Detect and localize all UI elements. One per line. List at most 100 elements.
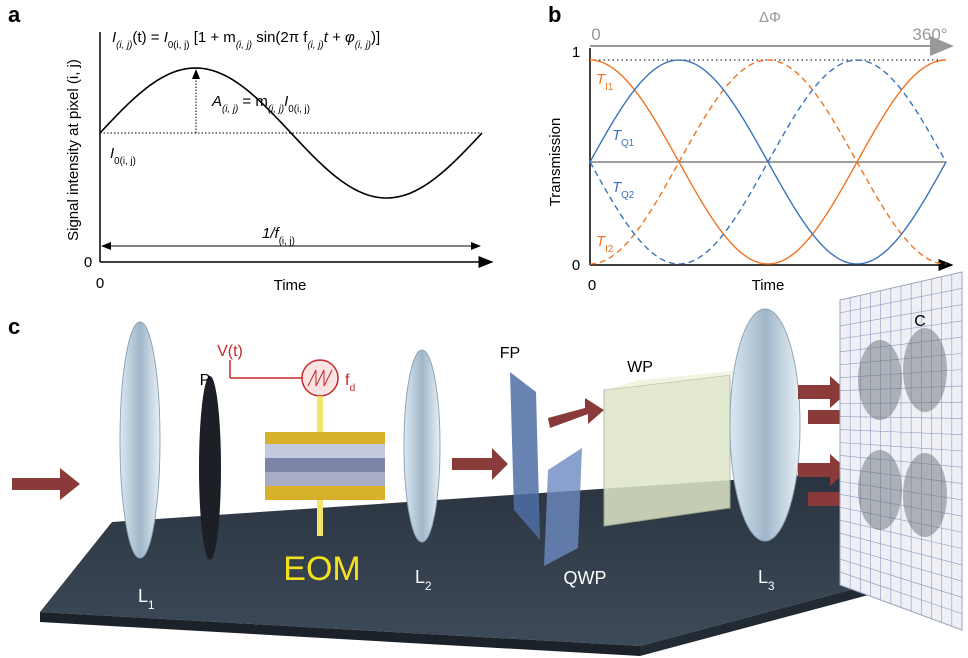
- eom-crystal: [265, 472, 385, 486]
- beam-arrow: [548, 398, 604, 428]
- grid-line: [839, 455, 963, 468]
- qwp-label: QWP: [564, 568, 607, 588]
- t-i1-label: TI1: [596, 71, 613, 93]
- fixed-polarizer: [510, 372, 540, 540]
- p-label: P: [200, 372, 211, 389]
- lens: [403, 349, 441, 543]
- c-label: C: [914, 313, 926, 330]
- beam-arrow: [452, 448, 508, 480]
- beam-arrow: [798, 454, 848, 486]
- subscript: 2: [425, 580, 432, 593]
- subscript: 0(i, j): [288, 104, 310, 115]
- t-q2-label: TQ2: [612, 179, 634, 201]
- y-zero: 0: [84, 254, 92, 271]
- y-label: Signal intensity at pixel (i, j): [65, 59, 82, 241]
- sawtooth: [307, 369, 333, 387]
- text-piece: L: [138, 586, 148, 606]
- wollaston-prism-top: [604, 368, 765, 390]
- t-q2-curve: [589, 59, 947, 265]
- image-spot: [903, 328, 947, 412]
- subscript: (i, j): [236, 40, 252, 51]
- phase-start: 0: [591, 25, 600, 44]
- text-piece: sin(2π f: [252, 29, 308, 46]
- text-piece: t: [324, 29, 329, 46]
- eom-crystal: [265, 444, 385, 458]
- x-label: Time: [274, 277, 307, 294]
- polarizer: [199, 376, 221, 560]
- wollaston-prism: [603, 374, 731, 527]
- x-label: Time: [752, 277, 785, 294]
- quarter-wave-plate: [544, 448, 582, 566]
- t-i2-curve: [589, 59, 947, 265]
- t-i2-label: TI2: [596, 233, 613, 255]
- period-label: 1/f(i, j): [262, 225, 295, 247]
- grid-line: [839, 571, 963, 615]
- text-piece: T: [596, 233, 607, 250]
- text-piece: I: [164, 29, 168, 46]
- text-piece: L: [758, 567, 768, 587]
- text-piece: + φ: [328, 29, 355, 46]
- amplitude-label: A(i, j) = m(i, j)I0(i, j): [211, 93, 310, 115]
- eom-label: EOM: [283, 550, 360, 588]
- text-piece: A: [211, 93, 222, 110]
- text-piece: = m: [238, 93, 268, 110]
- grid-line: [839, 442, 963, 452]
- grid-line: [839, 336, 963, 353]
- text-piece: T: [612, 127, 623, 144]
- subscript: (i, j): [222, 104, 238, 115]
- panel-a: a Signal intensity at pixel (i, j) 0 0 T…: [8, 2, 494, 294]
- text-piece: L: [415, 567, 425, 587]
- fd-label: fd: [345, 372, 355, 394]
- eom-crystal: [265, 458, 385, 472]
- electrode: [317, 396, 323, 432]
- grid-line: [839, 532, 963, 566]
- bench-edge: [40, 612, 640, 656]
- image-spot: [903, 453, 947, 537]
- x-zero: 0: [588, 277, 596, 294]
- phase-label: ΔΦ: [759, 9, 781, 26]
- phase-end: 360°: [912, 25, 947, 44]
- text-piece: f: [345, 372, 350, 389]
- grid-line: [839, 320, 963, 340]
- l2-label: L2: [415, 567, 432, 593]
- text-piece: )]: [371, 29, 380, 46]
- y-zero: 0: [572, 257, 580, 274]
- equation: I(i, j)(t) = I0(i, j) [1 + m(i, j) sin(2…: [112, 29, 380, 51]
- text-piece: I: [110, 145, 114, 162]
- grid-line: [839, 506, 963, 533]
- panel-label: c: [8, 314, 20, 339]
- grid-line: [839, 519, 963, 549]
- subscript: (i, j): [268, 104, 284, 115]
- grid-line: [839, 545, 963, 582]
- subscript: (i, j): [279, 236, 295, 247]
- text-piece: I: [112, 29, 116, 46]
- lens: [119, 321, 161, 559]
- grid-line: [839, 287, 963, 314]
- grid-line: [839, 401, 963, 404]
- subscript: (i, j): [307, 40, 323, 51]
- y-label: Transmission: [547, 118, 564, 207]
- subscript: 1: [148, 599, 155, 612]
- beam-arrow: [798, 376, 848, 408]
- subscript: 0(i, j): [168, 40, 190, 51]
- text-piece: (t) =: [132, 29, 163, 46]
- subscript: (i, j): [355, 40, 371, 51]
- text-piece: 1/f: [262, 225, 281, 242]
- electrode: [317, 500, 323, 536]
- bench: [40, 470, 962, 646]
- panel-label: a: [8, 2, 21, 27]
- subscript: Q2: [621, 190, 634, 201]
- t-i1-curve: [589, 59, 947, 265]
- vt-label: V(t): [217, 343, 243, 360]
- text-piece: T: [612, 179, 623, 196]
- grid-line: [839, 558, 963, 598]
- grid-line: [839, 429, 963, 436]
- subscript: I1: [605, 82, 613, 93]
- text-piece: [1 + m: [190, 29, 236, 46]
- grid-line: [839, 416, 963, 419]
- image-spot: [858, 340, 902, 420]
- l3-label: L3: [758, 567, 775, 593]
- subscript: I2: [605, 244, 613, 255]
